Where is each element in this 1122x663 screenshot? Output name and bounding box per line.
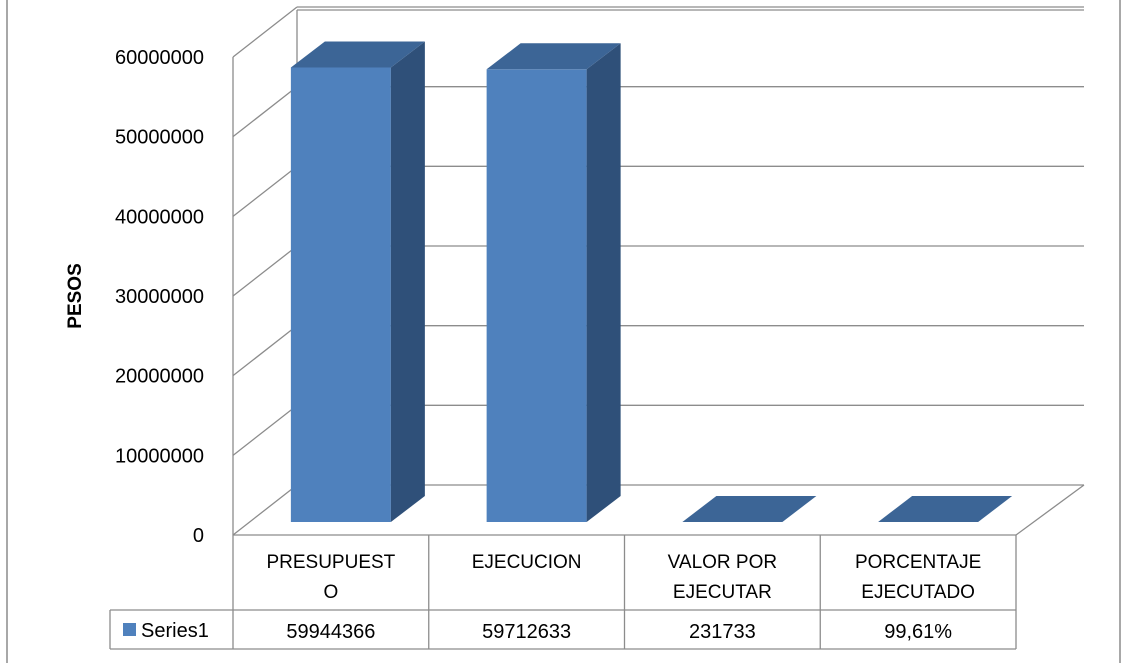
bar-side [390,41,425,523]
gridline-diagonal [232,484,298,536]
gridline-diagonal [232,404,298,456]
bar-side [586,43,621,522]
bar-top [486,43,621,70]
gridline-diagonal [232,245,298,297]
bar-front [486,69,587,522]
category-label: EJECUTADO [861,582,975,603]
category-label: O [323,582,338,603]
bar-front [290,67,391,523]
gridline-diagonal [232,165,298,217]
bar-top [878,496,1013,522]
gridline-diagonal [232,6,298,58]
data-label: 231733 [689,621,756,643]
y-tick-label: 40000000 [115,206,204,228]
bar [486,43,621,522]
y-tick-label: 10000000 [115,445,204,467]
bar [290,41,425,523]
bars [290,41,1013,523]
bar [682,496,817,522]
y-tick-label: 20000000 [115,366,204,388]
data-label: 59944366 [286,621,375,643]
gridline-diagonal [232,86,298,138]
gridlines [232,6,1085,536]
category-label: EJECUTAR [673,582,772,603]
legend-swatch [123,623,136,636]
category-label: EJECUCION [472,552,582,573]
floor-right-edge [1015,484,1085,536]
y-tick-label: 50000000 [115,127,204,149]
bar-top [290,41,425,68]
category-label: PORCENTAJE [855,552,981,573]
category-label: VALOR POR [668,552,777,573]
gridline-diagonal [232,325,298,377]
y-axis-title: PESOS [65,263,86,328]
y-tick-label: 30000000 [115,286,204,308]
y-axis-ticks: 0 10000000 20000000 30000000 40000000 5000000… [115,47,204,547]
data-table: PRESUPUEST O EJECUCION VALOR POR EJECUTAR POR… [109,535,1017,650]
bar-top [682,496,817,522]
data-label: 59712633 [482,621,571,643]
category-label: PRESUPUEST [266,552,395,573]
bar [878,496,1013,522]
legend-series-name: Series1 [141,620,209,642]
data-label: 99,61% [884,621,952,643]
y-tick-label: 0 [193,525,204,547]
y-tick-label: 60000000 [115,47,204,69]
